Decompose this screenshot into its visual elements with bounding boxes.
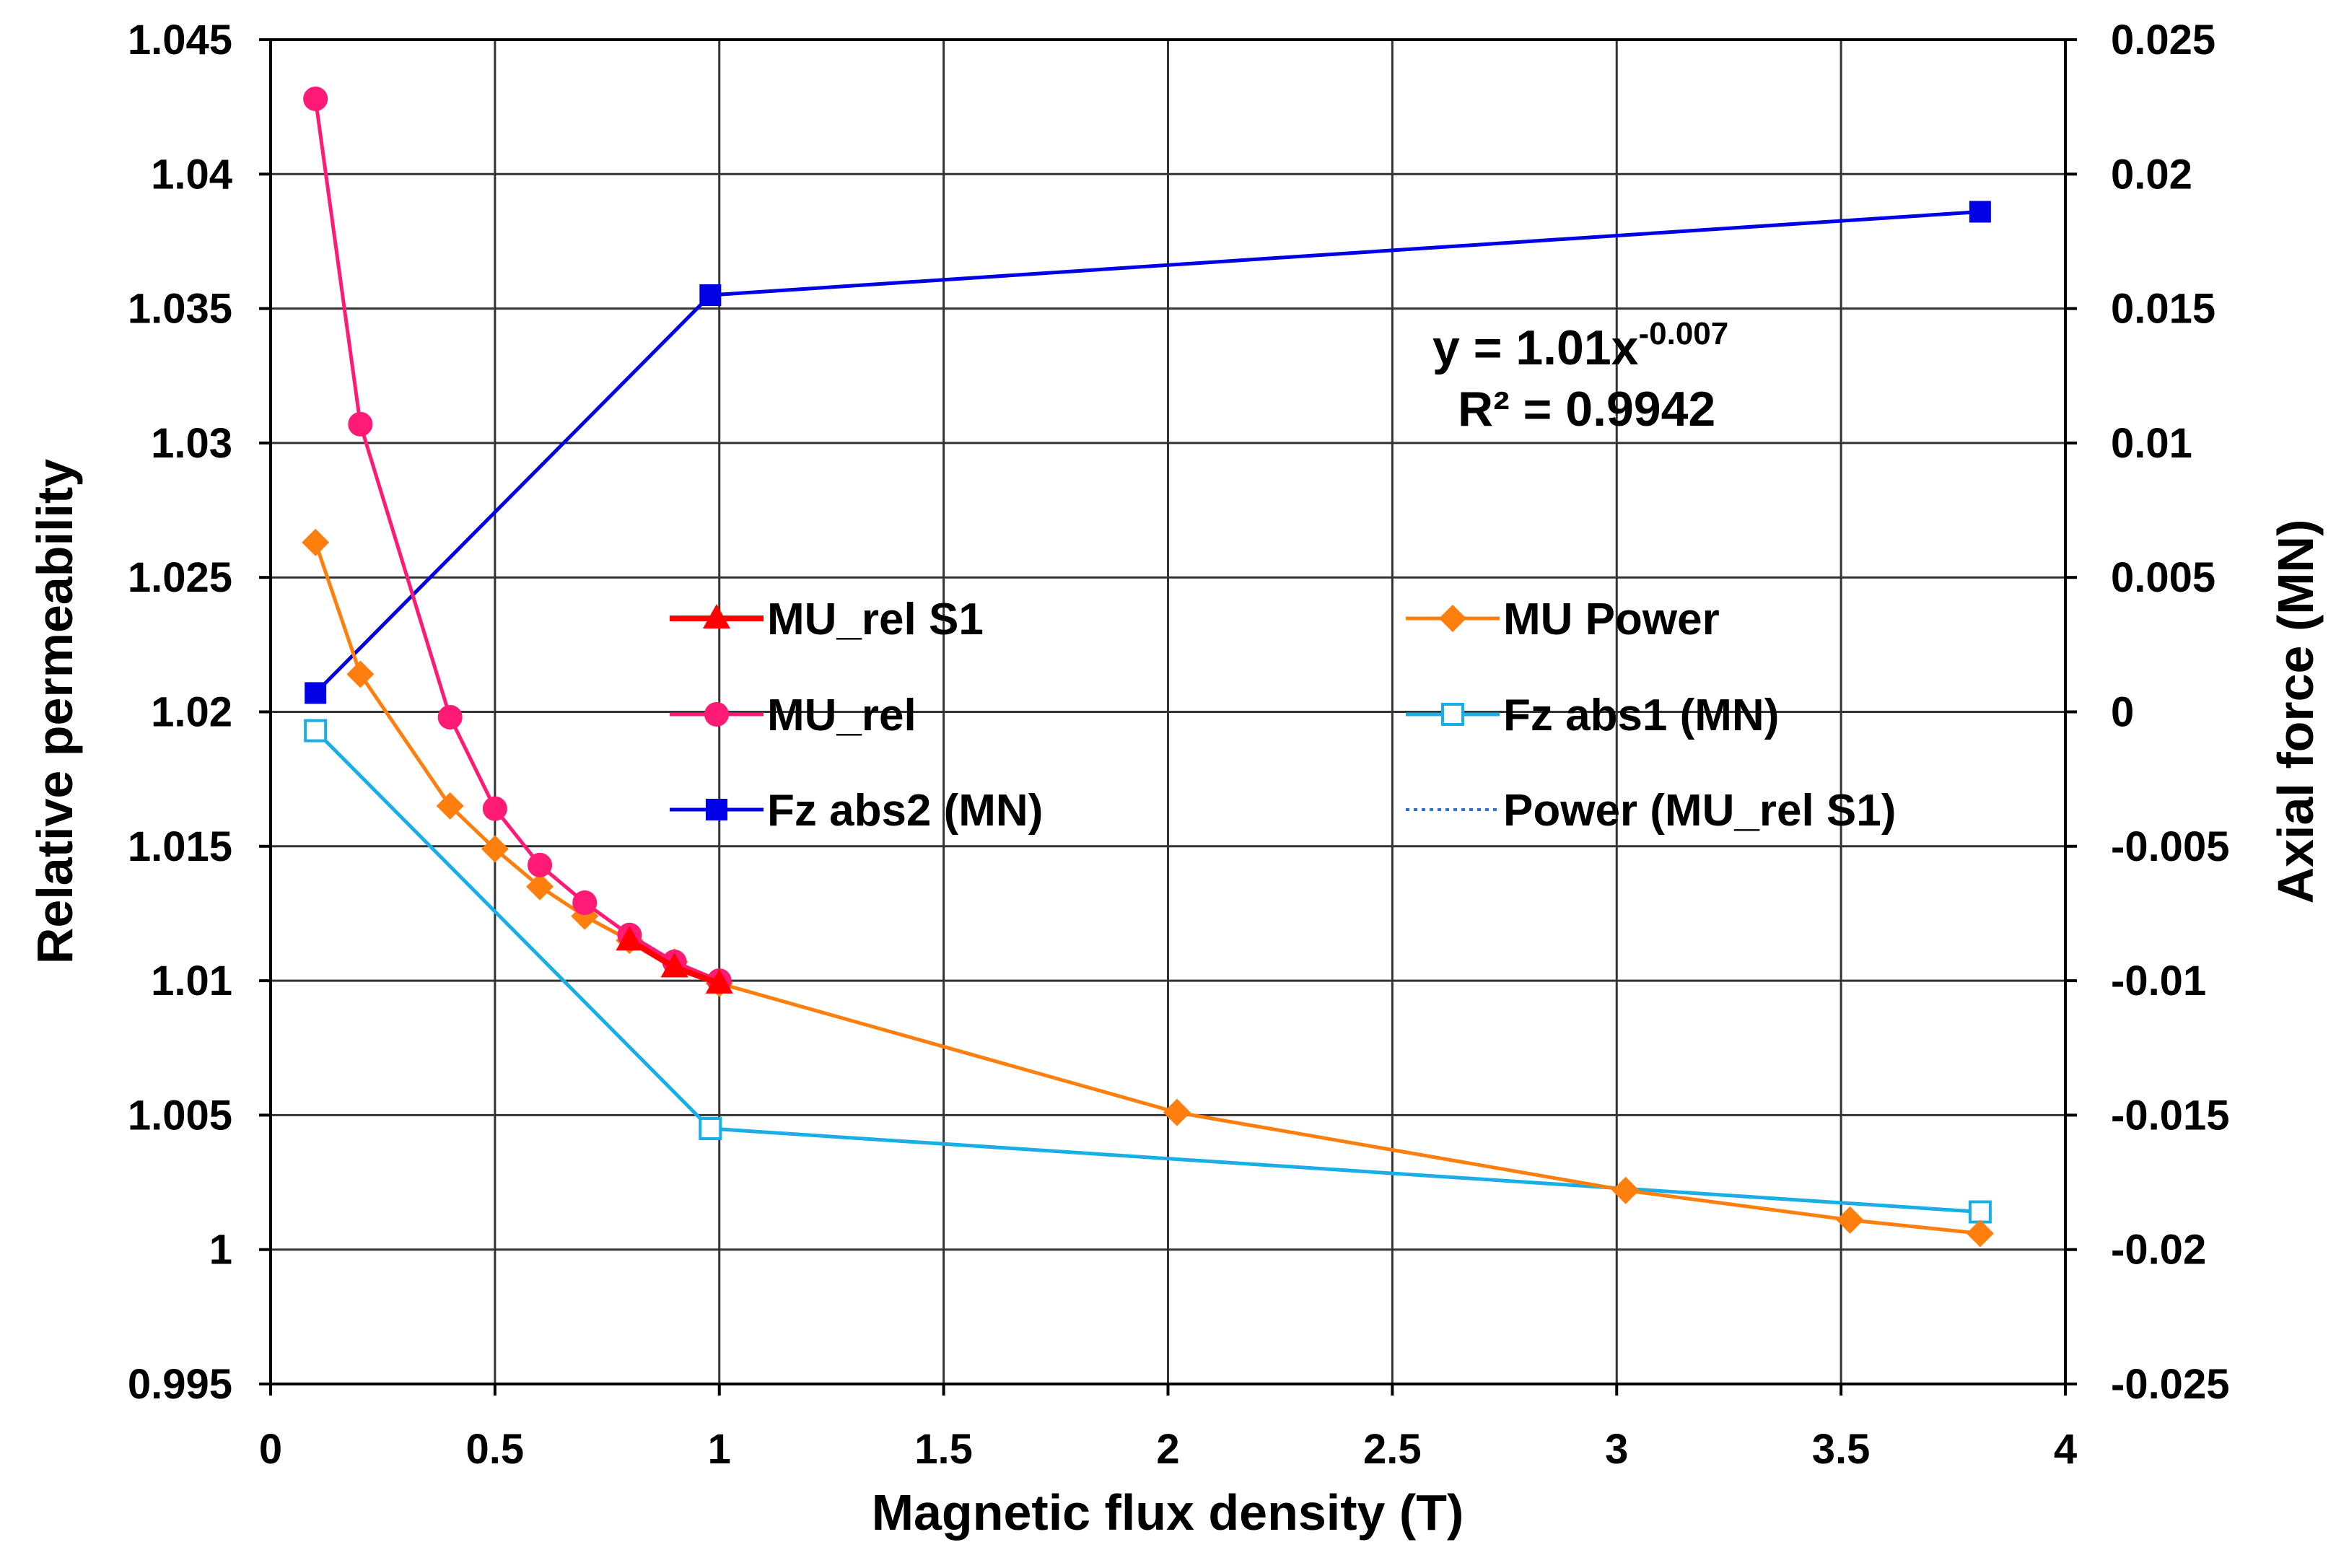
y2-tick-label: 0.005 bbox=[2111, 554, 2215, 601]
y-tick-label: 1.03 bbox=[151, 420, 232, 467]
legend-item-fz-abs2-mn: Fz abs2 (MN) bbox=[670, 786, 1043, 836]
y2-tick-label: -0.01 bbox=[2111, 958, 2206, 1004]
legend-label: Fz abs1 (MN) bbox=[1503, 691, 1779, 740]
legend-marker bbox=[706, 799, 727, 820]
y-axis-title: Relative permeability bbox=[27, 459, 83, 964]
legend-label: Fz abs2 (MN) bbox=[767, 786, 1043, 836]
data-point-mu-power bbox=[346, 660, 375, 688]
data-point-mu-rel bbox=[348, 411, 373, 437]
data-point-mu-power bbox=[1836, 1206, 1864, 1234]
trendline-equation: y = 1.01x-0.007 R² = 0.9942 bbox=[1432, 316, 1728, 437]
x-tick-label: 3 bbox=[1605, 1426, 1628, 1473]
data-series bbox=[302, 86, 1994, 1248]
legend: MU_rel S1 MU_rel Fz abs2 (MN) MU Power Fz ab… bbox=[670, 595, 1896, 836]
y-tick-label: 1.045 bbox=[128, 17, 232, 63]
y2-axis-title: Axial force (MN) bbox=[2267, 520, 2324, 904]
data-point-mu-rel-s1 bbox=[616, 926, 644, 951]
series-fz-abs2-mn bbox=[305, 201, 1991, 704]
x-tick-label: 0 bbox=[259, 1426, 282, 1473]
gridlines bbox=[271, 40, 2065, 1384]
y-tick-label: 1.02 bbox=[151, 689, 232, 736]
legend-label: MU_rel bbox=[767, 691, 917, 740]
y-axis-tick-labels: 0.995 1 1.005 1.01 1.015 1.02 1.025 1.03 1.035 1.… bbox=[128, 17, 232, 1408]
legend-marker bbox=[1439, 605, 1466, 632]
y2-tick-label: 0.02 bbox=[2111, 151, 2192, 198]
data-point-mu-power bbox=[302, 528, 330, 556]
legend-label: MU Power bbox=[1503, 595, 1720, 644]
y-tick-label: 1.015 bbox=[128, 823, 232, 870]
y2-tick-label: 0.015 bbox=[2111, 286, 2215, 333]
x-tick-label: 3.5 bbox=[1812, 1426, 1871, 1473]
legend-item-fz-abs1-mn: Fz abs1 (MN) bbox=[1406, 691, 1779, 740]
x-tick-label: 2.5 bbox=[1363, 1426, 1422, 1473]
legend-marker bbox=[703, 604, 730, 628]
x-tick-label: 2 bbox=[1156, 1426, 1179, 1473]
data-point-fz-abs1-mn bbox=[699, 1117, 722, 1141]
r-squared-text: R² = 0.9942 bbox=[1458, 382, 1715, 437]
x-axis-title: Magnetic flux density (T) bbox=[872, 1484, 1464, 1541]
y-tick-label: 1.04 bbox=[151, 151, 232, 198]
y-tick-label: 0.995 bbox=[128, 1361, 232, 1408]
axis-ticks bbox=[259, 38, 2077, 1396]
data-point-fz-abs1-mn bbox=[304, 719, 328, 743]
data-point-mu-rel-s1 bbox=[660, 952, 688, 978]
equation-base: y = 1.01x bbox=[1432, 320, 1639, 375]
legend-label: Power (MU_rel S1) bbox=[1503, 786, 1896, 836]
data-point-mu-power bbox=[436, 792, 464, 820]
data-point-mu-power bbox=[1966, 1219, 1994, 1248]
y2-tick-label: -0.02 bbox=[2111, 1227, 2206, 1274]
y2-tick-label: 0.025 bbox=[2111, 17, 2215, 63]
y2-tick-label: 0 bbox=[2111, 689, 2134, 736]
y2-tick-label: -0.025 bbox=[2111, 1361, 2229, 1408]
legend-item-mu-rel-s1: MU_rel S1 bbox=[670, 595, 984, 644]
y-tick-label: 1.035 bbox=[128, 286, 232, 333]
data-point-mu-rel bbox=[437, 704, 463, 730]
legend-item-power-mu-rel-s1: Power (MU_rel S1) bbox=[1406, 786, 1896, 836]
data-point-mu-power bbox=[526, 872, 554, 901]
legend-marker bbox=[1441, 703, 1464, 726]
y-tick-label: 1.025 bbox=[128, 554, 232, 601]
y2-axis-tick-labels: -0.025 -0.02 -0.015 -0.01 -0.005 0 0.005 0.01 0.… bbox=[2111, 17, 2229, 1408]
y-tick-label: 1 bbox=[209, 1227, 232, 1274]
equation-text: y = 1.01x-0.007 bbox=[1432, 316, 1728, 375]
data-point-fz-abs2-mn bbox=[305, 682, 327, 704]
data-point-mu-rel bbox=[482, 796, 507, 821]
y-tick-label: 1.005 bbox=[128, 1092, 232, 1139]
legend-marker bbox=[704, 702, 729, 727]
data-point-mu-power bbox=[1611, 1176, 1640, 1204]
data-point-fz-abs1-mn bbox=[1968, 1200, 1992, 1224]
y2-tick-label: 0.01 bbox=[2111, 420, 2192, 467]
legend-label: MU_rel S1 bbox=[767, 595, 984, 644]
data-point-mu-power bbox=[481, 835, 509, 863]
data-point-mu-rel bbox=[303, 86, 328, 111]
data-point-mu-rel bbox=[528, 852, 553, 877]
data-point-mu-rel bbox=[572, 890, 598, 916]
data-point-fz-abs2-mn bbox=[1969, 201, 1991, 223]
equation-exponent: -0.007 bbox=[1638, 316, 1728, 351]
x-tick-label: 4 bbox=[2054, 1426, 2077, 1473]
y2-tick-label: -0.015 bbox=[2111, 1092, 2229, 1139]
legend-item-mu-rel: MU_rel bbox=[670, 691, 917, 740]
x-tick-label: 1.5 bbox=[914, 1426, 973, 1473]
y2-tick-label: -0.005 bbox=[2111, 823, 2229, 870]
x-axis-tick-labels: 0 0.5 1 1.5 2 2.5 3 3.5 4 bbox=[259, 1426, 2077, 1473]
data-point-fz-abs2-mn bbox=[699, 284, 722, 306]
series-fz-abs1-mn bbox=[304, 719, 1992, 1224]
y-tick-label: 1.01 bbox=[151, 958, 232, 1004]
x-tick-label: 0.5 bbox=[466, 1426, 525, 1473]
series-mu-rel-s1 bbox=[616, 926, 733, 994]
data-point-mu-rel-s1 bbox=[705, 968, 733, 994]
legend-item-mu-power: MU Power bbox=[1406, 595, 1720, 644]
data-point-mu-power bbox=[1163, 1098, 1191, 1126]
x-tick-label: 1 bbox=[708, 1426, 731, 1473]
